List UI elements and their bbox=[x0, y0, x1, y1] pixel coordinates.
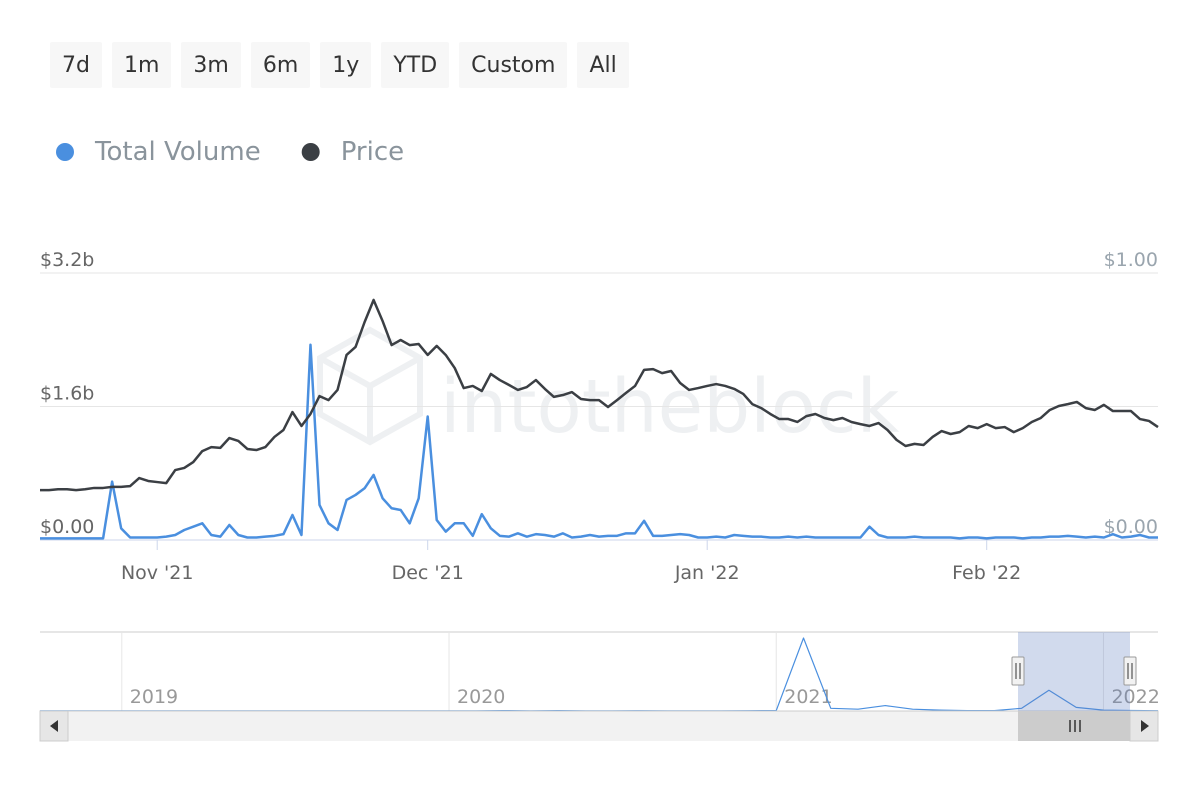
y-tick-label: $0.00 bbox=[40, 516, 94, 538]
legend-marker bbox=[301, 143, 320, 161]
y2-tick-label: $0.00 bbox=[1104, 516, 1158, 538]
range-button[interactable]: Custom bbox=[459, 42, 568, 88]
scrollbar-thumb[interactable] bbox=[1018, 711, 1130, 741]
legend-label: Total Volume bbox=[94, 137, 261, 167]
range-button[interactable]: 1y bbox=[320, 42, 372, 88]
legend-marker bbox=[56, 143, 74, 161]
handle-body bbox=[1011, 656, 1025, 686]
navigator-x-label: 2022 bbox=[1111, 686, 1159, 708]
scrollbar-track[interactable] bbox=[40, 711, 1158, 741]
watermark-logo bbox=[317, 326, 423, 446]
y2-tick-label: $1.00 bbox=[1104, 249, 1158, 271]
x-tick-label: Jan '22 bbox=[674, 562, 740, 584]
x-tick-label: Feb '22 bbox=[952, 562, 1021, 584]
navigator-handle[interactable] bbox=[1123, 656, 1137, 686]
y-tick-label: $1.6b bbox=[40, 383, 94, 405]
range-button[interactable]: 3m bbox=[181, 42, 241, 88]
series-line bbox=[40, 298, 1159, 492]
scrollbar-grip bbox=[1069, 720, 1081, 732]
navigator bbox=[39, 631, 1159, 742]
y-tick-label: $3.2b bbox=[40, 249, 94, 271]
range-selector: 7d 1m 3m 6m 1y YTD Custom All bbox=[50, 42, 629, 88]
range-button[interactable]: 7d bbox=[50, 42, 102, 88]
x-tick-label: Nov '21 bbox=[121, 562, 194, 584]
x-tick-label: Dec '21 bbox=[392, 562, 464, 584]
navigator-line bbox=[40, 637, 1159, 712]
handle-body bbox=[1123, 656, 1137, 686]
scrollbar-left-arrow bbox=[50, 720, 58, 732]
legend-label: Price bbox=[341, 137, 404, 167]
series-line bbox=[40, 343, 1158, 540]
range-button[interactable]: All bbox=[577, 42, 629, 88]
watermark-line bbox=[318, 355, 422, 390]
navigator-x-label: 2020 bbox=[457, 686, 505, 708]
navigator-selection bbox=[1018, 632, 1130, 711]
scrollbar-right-arrow bbox=[1141, 720, 1149, 732]
range-button[interactable]: 6m bbox=[250, 42, 311, 88]
range-button[interactable]: 1m bbox=[111, 42, 172, 88]
range-button[interactable]: YTD bbox=[381, 42, 450, 88]
navigator-handle[interactable] bbox=[1011, 656, 1025, 686]
navigator-x-label: 2019 bbox=[130, 686, 178, 708]
navigator-x-label: 2021 bbox=[784, 686, 832, 708]
